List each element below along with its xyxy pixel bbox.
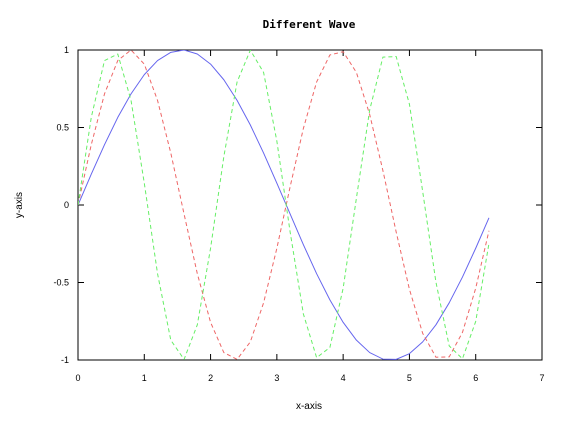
y-tick-label: -1 — [61, 355, 69, 365]
y-tick-label: 1 — [64, 45, 69, 55]
y-axis-label: y-axis — [14, 192, 25, 218]
x-tick-label: 6 — [473, 373, 478, 383]
x-tick-label: 2 — [208, 373, 213, 383]
x-tick-label: 3 — [274, 373, 279, 383]
tick-marks — [77, 49, 543, 361]
x-tick-label: 4 — [341, 373, 346, 383]
x-tick-label: 5 — [407, 373, 412, 383]
x-tick-label: 0 — [75, 373, 80, 383]
x-tick-label: 7 — [539, 373, 544, 383]
series-line-3 — [78, 50, 490, 360]
y-tick-label: 0.5 — [56, 123, 69, 133]
x-axis-label: x-axis — [296, 401, 322, 412]
x-tick-label: 1 — [142, 373, 147, 383]
chart-title: Different Wave — [263, 18, 356, 31]
y-tick-label: -0.5 — [53, 278, 69, 288]
y-tick-label: 0 — [64, 200, 69, 210]
series-lines — [78, 50, 490, 360]
series-line-1 — [78, 50, 490, 360]
tick-labels: 0 1 2 3 4 5 6 7 -1 -0.5 0 0.5 1 — [53, 45, 544, 383]
series-line-2 — [78, 50, 490, 360]
